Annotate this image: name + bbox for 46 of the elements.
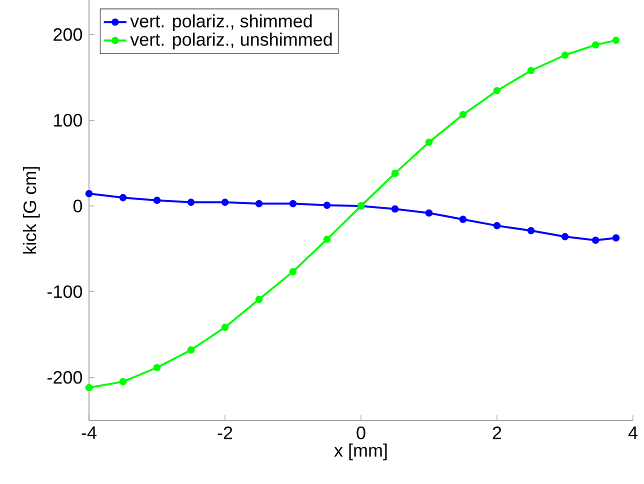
point	[561, 232, 569, 240]
point	[391, 170, 399, 177]
x-axis-title: x [mm]	[334, 443, 387, 460]
point	[612, 234, 620, 242]
point	[221, 324, 229, 331]
y-tick-label: -100	[48, 285, 82, 298]
y-tick-label: 0	[73, 199, 82, 212]
x-tick-label: 2	[492, 426, 502, 439]
point	[612, 36, 620, 44]
legend-label: vert. polariz., shimmed	[130, 14, 312, 31]
point	[425, 209, 433, 217]
y-tick-label: 100	[54, 114, 82, 127]
point	[323, 202, 331, 209]
x-tick-label: 4	[628, 426, 638, 439]
point	[459, 216, 467, 223]
x-tick-label: 0	[356, 426, 366, 440]
point	[187, 346, 195, 354]
point	[289, 200, 297, 208]
point	[153, 364, 161, 372]
point	[187, 198, 195, 206]
point	[561, 51, 569, 59]
point	[119, 378, 127, 386]
point	[119, 194, 127, 202]
point	[323, 236, 331, 243]
point	[153, 196, 161, 204]
point	[592, 236, 600, 244]
point	[425, 138, 433, 146]
point	[255, 200, 263, 208]
legend-label: vert. polariz., unshimmed	[130, 32, 332, 50]
point	[527, 226, 535, 234]
point	[255, 296, 263, 303]
point	[221, 198, 229, 206]
point	[493, 222, 501, 230]
point	[85, 384, 93, 392]
y-axis-title: kick [G cm]	[23, 166, 40, 254]
point	[391, 205, 399, 213]
point	[592, 41, 600, 48]
y-tick-label: 200	[54, 28, 82, 41]
x-tick-label: -4	[82, 426, 96, 439]
point	[85, 190, 93, 198]
point	[527, 66, 535, 74]
y-tick-label: -200	[48, 370, 82, 384]
x-tick-label: -2	[218, 426, 232, 439]
point	[493, 86, 501, 94]
point	[289, 268, 297, 276]
point	[459, 110, 467, 118]
